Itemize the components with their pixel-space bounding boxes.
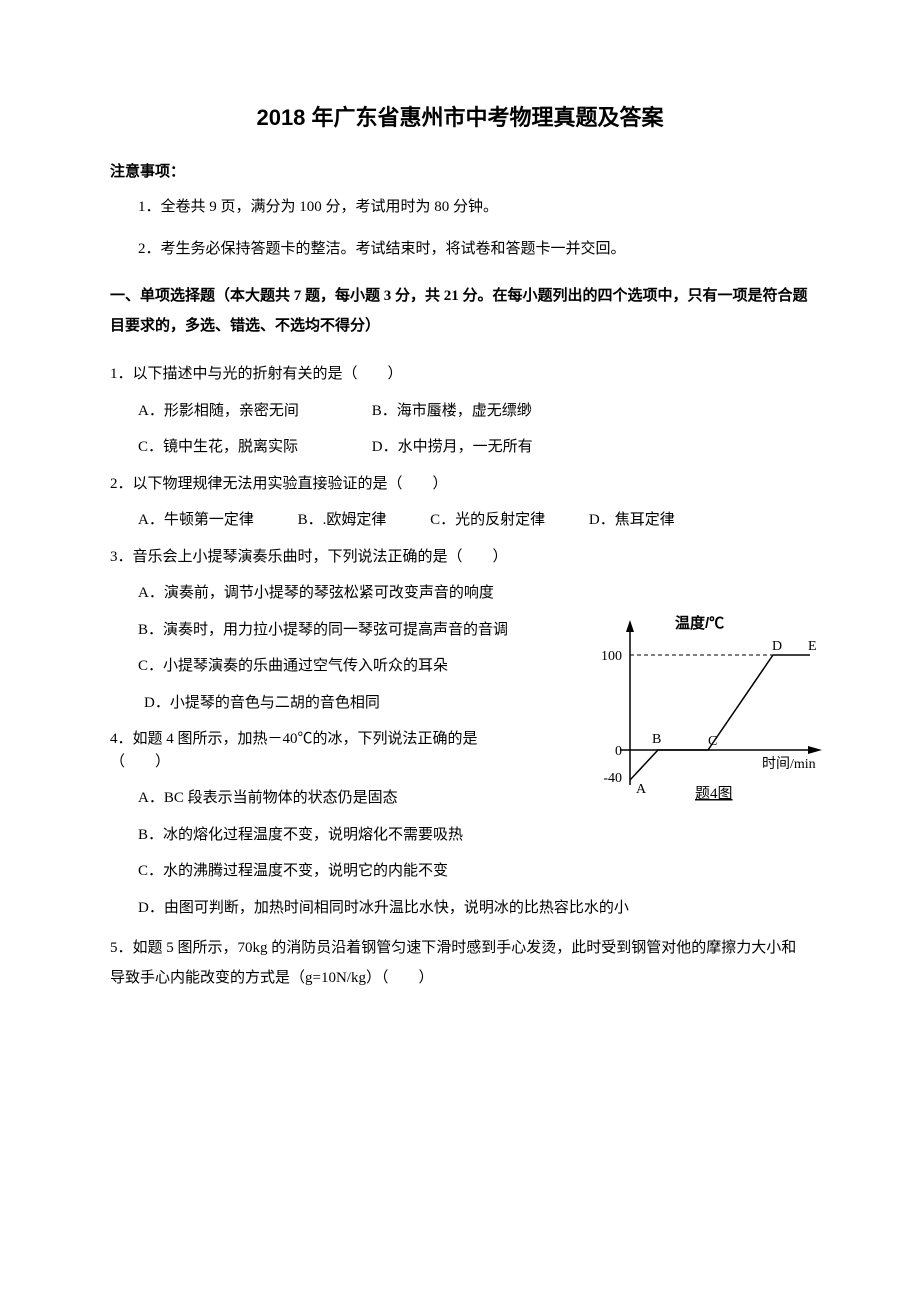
q2-optC: C．光的反射定律 — [430, 509, 545, 532]
q4-optD: D．由图可判断，加热时间相同时冰升温比水快，说明冰的比热容比水的小 — [138, 897, 810, 920]
q2-optB: B．.欧姆定律 — [298, 509, 387, 532]
q4-optB: B．冰的熔化过程温度不变，说明熔化不需要吸热 — [138, 824, 530, 847]
notice-item-1: 1．全卷共 9 页，满分为 100 分，考试用时为 80 分钟。 — [110, 195, 810, 219]
q1-stem: 1．以下描述中与光的折射有关的是（ ） — [110, 363, 810, 386]
pt-A: A — [636, 782, 647, 797]
q4-optC-row: C．水的沸腾过程温度不变，说明它的内能不变 — [110, 860, 810, 883]
q2-optD: D．焦耳定律 — [589, 509, 675, 532]
q4-container: C．小提琴演奏的乐曲通过空气传入听众的耳朵 D．小提琴的音色与二胡的音色相同 4… — [110, 655, 810, 846]
pt-E: E — [808, 639, 817, 654]
chart-caption: 题4图 — [695, 785, 733, 802]
q3-stem: 3．音乐会上小提琴演奏乐曲时，下列说法正确的是（ ） — [110, 546, 810, 569]
q4-chart-svg: 100 0 -40 温度/℃ 时间/min A B C D E 题4图 — [580, 610, 840, 820]
x-axis-label: 时间/min — [762, 756, 816, 772]
q2-options: A．牛顿第一定律 B．.欧姆定律 C．光的反射定律 D．焦耳定律 — [110, 509, 810, 532]
q1-optB: B．海市蜃楼，虚无缥缈 — [372, 400, 602, 423]
q1-optA: A．形影相随，亲密无间 — [138, 400, 368, 423]
pt-B: B — [652, 732, 661, 747]
q1-options-row1: A．形影相随，亲密无间 B．海市蜃楼，虚无缥缈 — [110, 400, 810, 423]
y-axis-label: 温度/℃ — [675, 614, 724, 632]
notice-item-2: 2．考生务必保持答题卡的整洁。考试结束时，将试卷和答题卡一并交回。 — [110, 237, 810, 261]
q2-stem: 2．以下物理规律无法用实验直接验证的是（ ） — [110, 473, 810, 496]
q5-stem: 5．如题 5 图所示，70kg 的消防员沿着钢管匀速下滑时感到手心发烫，此时受到… — [110, 933, 810, 993]
q3-optA: A．演奏前，调节小提琴的琴弦松紧可改变声音的响度 — [138, 582, 810, 605]
ytick-m40: -40 — [603, 771, 622, 786]
q4-optA-row: A．BC 段表示当前物体的状态仍是固态 — [110, 787, 530, 810]
notice-heading: 注意事项： — [110, 160, 810, 181]
ytick-0: 0 — [615, 744, 622, 759]
q4-optC: C．水的沸腾过程温度不变，说明它的内能不变 — [138, 860, 810, 883]
q4-stem: 4．如题 4 图所示，加热－40℃的冰，下列说法正确的是（ ） — [110, 728, 530, 773]
q2-optA: A．牛顿第一定律 — [138, 509, 254, 532]
q4-optB-row: B．冰的熔化过程温度不变，说明熔化不需要吸热 — [110, 824, 530, 847]
q4-optA: A．BC 段表示当前物体的状态仍是固态 — [138, 787, 530, 810]
q1-optD: D．水中捞月，一无所有 — [372, 436, 602, 459]
q4-chart: 100 0 -40 温度/℃ 时间/min A B C D E 题4图 — [580, 610, 840, 820]
ytick-100: 100 — [601, 649, 622, 664]
pt-D: D — [772, 639, 782, 654]
q1-optC: C．镜中生花，脱离实际 — [138, 436, 368, 459]
page-title: 2018 年广东省惠州市中考物理真题及答案 — [110, 100, 810, 132]
section-1-heading: 一、单项选择题（本大题共 7 题，每小题 3 分，共 21 分。在每小题列出的四… — [110, 281, 810, 341]
q1-options-row2: C．镜中生花，脱离实际 D．水中捞月，一无所有 — [110, 436, 810, 459]
q4-optD-row: D．由图可判断，加热时间相同时冰升温比水快，说明冰的比热容比水的小 — [110, 897, 810, 920]
pt-C: C — [708, 734, 717, 749]
q3-optA-row: A．演奏前，调节小提琴的琴弦松紧可改变声音的响度 — [110, 582, 810, 605]
